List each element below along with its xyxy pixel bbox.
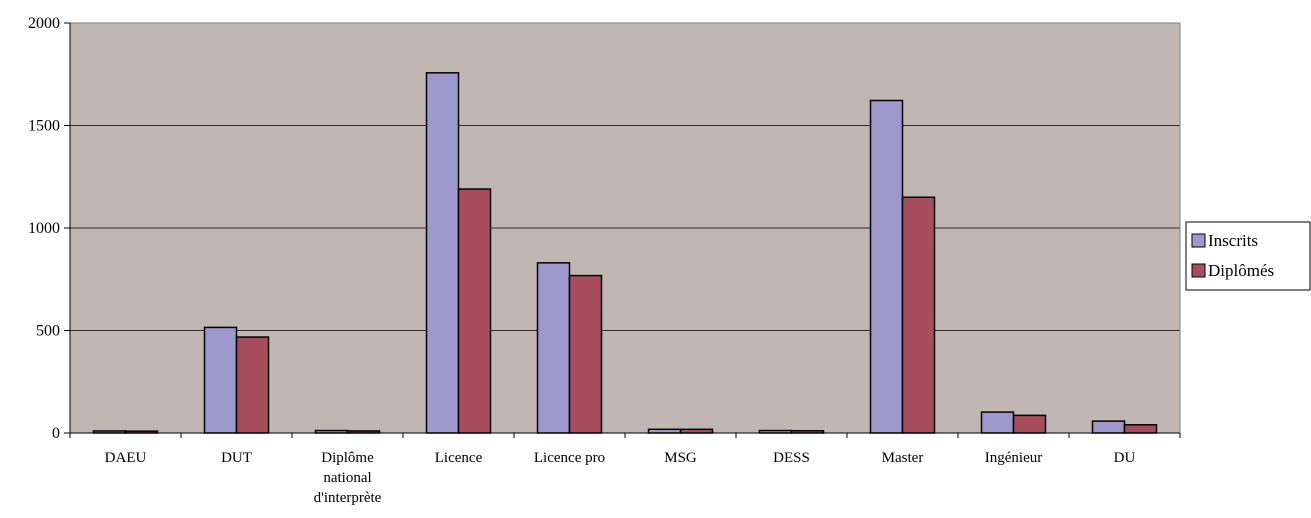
- y-tick-label: 2000: [28, 15, 60, 32]
- x-tick-label: Licence pro: [534, 450, 605, 466]
- x-tick-label: DESS: [773, 450, 810, 466]
- y-axis-ticks: 0 500 1000 1500 2000: [28, 15, 70, 442]
- y-tick-label: 500: [36, 323, 60, 340]
- y-tick-label: 0: [52, 425, 60, 442]
- bar-inscrits: [203, 326, 238, 434]
- bar-diplomes: [679, 428, 714, 434]
- bar-diplomes: [568, 274, 603, 434]
- bar-diplomes: [235, 336, 270, 434]
- y-tick-label: 1000: [28, 220, 60, 237]
- x-tick-label: Licence: [435, 450, 483, 466]
- x-tick-label: DU: [1114, 450, 1136, 466]
- x-tick-label: DUT: [221, 450, 252, 466]
- bar-inscrits: [1091, 420, 1126, 434]
- x-tick-label: Diplôme national d'interprète: [314, 450, 382, 506]
- y-tick-label: 1500: [28, 118, 60, 135]
- x-axis-ticks: DAEU DUT Diplôme national d'interprète Licenc…: [69, 433, 1181, 506]
- bars: [92, 72, 1158, 434]
- legend-label: Diplômés: [1208, 261, 1274, 280]
- bar-inscrits: [425, 72, 460, 434]
- legend-label: Inscrits: [1208, 231, 1258, 250]
- bar-inscrits: [980, 411, 1015, 434]
- bar-inscrits: [647, 428, 682, 434]
- bar-diplomes: [1123, 424, 1158, 434]
- bar-inscrits: [536, 262, 571, 434]
- legend-swatch: [1191, 263, 1206, 278]
- bar-diplomes: [901, 196, 936, 434]
- bar-diplomes: [1012, 414, 1047, 434]
- x-tick-label: DAEU: [105, 450, 147, 466]
- x-tick-label: Ingénieur: [985, 450, 1042, 466]
- x-tick-label: MSG: [664, 450, 697, 466]
- legend: Inscrits Diplômés: [1185, 221, 1311, 291]
- bar-diplomes: [457, 188, 492, 434]
- bar-inscrits: [869, 99, 904, 434]
- x-tick-label: Master: [882, 450, 924, 466]
- legend-swatch: [1191, 233, 1206, 248]
- legend-box: [1185, 221, 1311, 291]
